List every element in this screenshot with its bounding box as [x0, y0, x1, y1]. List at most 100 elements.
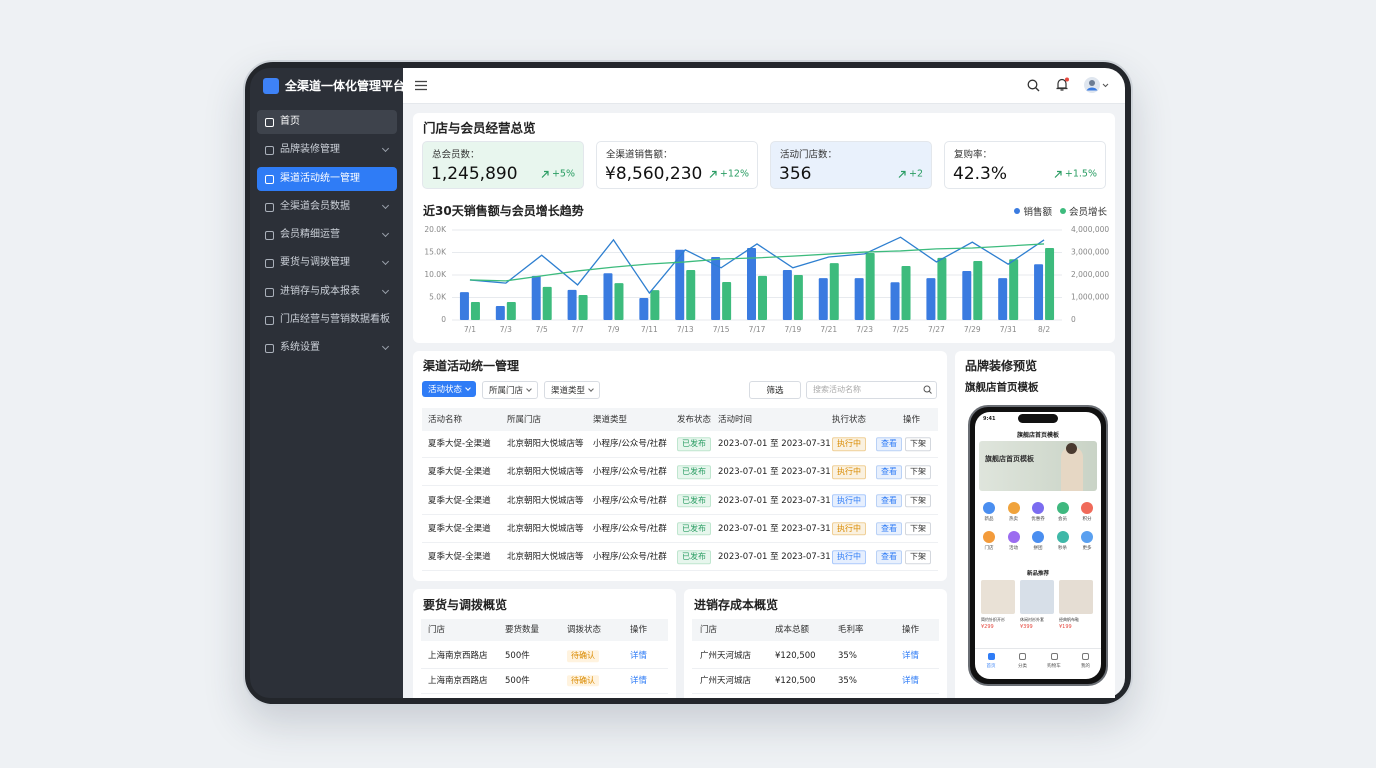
view-button[interactable]: 查看 [876, 522, 902, 536]
shortcut-icon[interactable] [1007, 531, 1020, 543]
menu-item[interactable]: 全渠道会员数据 [257, 195, 397, 219]
menu-toggle[interactable] [415, 80, 427, 91]
bar [854, 278, 864, 320]
kpi-change: +12% [709, 169, 749, 180]
table-cell: 2023-07-01 至 2023-07-31 [718, 523, 831, 534]
menu-item[interactable]: 进销存与成本报表 [257, 280, 397, 304]
product-image[interactable] [1020, 580, 1054, 614]
kpi-change: +1.5% [1054, 169, 1097, 180]
shortcut-icon[interactable] [1007, 502, 1020, 514]
row-divider [422, 513, 938, 515]
menu-label[interactable]: 首页 [280, 116, 300, 127]
menu-item[interactable]: 渠道活动统一管理 [257, 166, 397, 191]
legend-label: 会员增长 [1068, 207, 1107, 218]
bar [1009, 259, 1019, 320]
shortcut-label: 门店 [984, 546, 994, 551]
search-placeholder: 搜索活动名称 [813, 385, 861, 395]
shortcut-icon[interactable] [1056, 531, 1069, 543]
menu-label[interactable]: 进销存与成本报表 [280, 285, 360, 297]
shortcut-icon[interactable] [1056, 502, 1069, 514]
card-title: 进销存成本概览 [694, 597, 779, 612]
view-button[interactable]: 查看 [876, 437, 902, 451]
view-button[interactable]: 查看 [876, 493, 902, 508]
filter-label: 渠道类型 [551, 386, 586, 396]
filter-dropdown[interactable]: 所属门店 [482, 381, 539, 399]
card-subtitle: 旗舰店首页模板 [965, 381, 1039, 394]
menu-label[interactable]: 门店经营与营销数据看板 [280, 313, 390, 325]
menu-label[interactable]: 会员精细运营 [280, 229, 340, 240]
detail-link[interactable]: 详情 [902, 675, 920, 686]
offline-button[interactable]: 下架 [905, 550, 931, 564]
caret [526, 386, 532, 392]
shortcut-label: 会员 [1058, 517, 1067, 522]
shortcut-icon[interactable] [983, 531, 995, 543]
offline-button[interactable]: 下架 [905, 465, 931, 480]
table-cell: 广州天河城店 [700, 650, 752, 661]
offline-button[interactable]: 下架 [905, 493, 931, 508]
menu-item[interactable]: 会员精细运营 [257, 223, 397, 247]
trend-arrow [898, 170, 906, 178]
menu-item[interactable]: 要货与调拨管理 [257, 251, 397, 275]
menu-label[interactable]: 品牌装修管理 [280, 144, 340, 156]
filter-dropdown[interactable]: 活动状态 [422, 381, 477, 397]
menu-item[interactable]: 门店经营与营销数据看板 [257, 308, 397, 332]
nav-label[interactable]: 我的 [1081, 664, 1090, 669]
filter-button[interactable]: 筛选 [749, 381, 801, 399]
shortcut-icon[interactable] [1081, 502, 1093, 514]
x-tick-label: 7/27 [928, 325, 945, 334]
nav-icon[interactable] [987, 653, 995, 660]
shortcut-label: 积分 [1082, 517, 1092, 522]
kpi-card: 总会员数： 1,245,890 +5% [422, 141, 584, 189]
menu-label[interactable]: 渠道活动统一管理 [280, 172, 360, 184]
nav-label[interactable]: 首页 [986, 664, 996, 669]
menu-item[interactable]: 系统设置 [257, 336, 397, 360]
menu-chevron [381, 145, 390, 153]
menu-label[interactable]: 系统设置 [280, 342, 320, 353]
table-header: 要货数量 [505, 624, 540, 635]
shortcut-icon[interactable] [1032, 502, 1044, 514]
detail-link[interactable]: 详情 [630, 675, 648, 686]
nav-icon[interactable] [1019, 653, 1026, 660]
shortcut-label: 秒杀 [1058, 546, 1067, 551]
view-button[interactable]: 查看 [876, 465, 902, 480]
menu-icon [265, 315, 274, 325]
x-tick-label: 8/2 [1038, 325, 1050, 334]
x-tick-label: 7/13 [677, 325, 694, 334]
bar [865, 252, 875, 320]
bar [567, 289, 577, 320]
nav-icon[interactable] [1082, 653, 1089, 660]
y-tick-label: 1,000,000 [1071, 293, 1109, 302]
bar [506, 302, 516, 320]
menu-label[interactable]: 全渠道会员数据 [280, 200, 350, 212]
product-image[interactable] [981, 580, 1015, 614]
offline-button[interactable]: 下架 [905, 522, 931, 536]
menu-item[interactable]: 首页 [257, 110, 397, 134]
search-input[interactable]: 搜索活动名称 [806, 381, 937, 399]
shortcut-icon[interactable] [983, 502, 995, 514]
offline-button[interactable]: 下架 [905, 437, 931, 451]
product-image[interactable] [1059, 580, 1093, 614]
detail-link[interactable]: 详情 [630, 650, 648, 661]
nav-label[interactable]: 分类 [1018, 664, 1027, 669]
filter-dropdown[interactable]: 渠道类型 [544, 381, 601, 399]
kpi-value: ¥8,560,230 [605, 163, 703, 184]
shortcut-label: 优惠券 [1031, 517, 1045, 522]
user-avatar[interactable] [1083, 76, 1109, 94]
table-header-bg [421, 619, 668, 641]
legend-swatch [1014, 208, 1021, 214]
nav-label[interactable]: 购物车 [1047, 664, 1061, 669]
menu-label[interactable]: 要货与调拨管理 [280, 257, 350, 269]
view-button[interactable]: 查看 [876, 550, 902, 564]
search-icon[interactable] [1027, 79, 1040, 92]
table-cell: 小程序/公众号/社群 [593, 495, 667, 506]
nav-icon[interactable] [1050, 653, 1058, 660]
table-header: 操作 [630, 624, 648, 635]
menu-icon [265, 202, 274, 212]
notification-icon[interactable] [1055, 77, 1069, 92]
search-icon[interactable] [923, 385, 932, 394]
shortcut-icon[interactable] [1032, 531, 1044, 543]
menu-item[interactable]: 品牌装修管理 [257, 138, 397, 162]
kpi-change-value: +2 [908, 168, 923, 180]
shortcut-icon[interactable] [1081, 531, 1093, 543]
detail-link[interactable]: 详情 [902, 650, 920, 661]
